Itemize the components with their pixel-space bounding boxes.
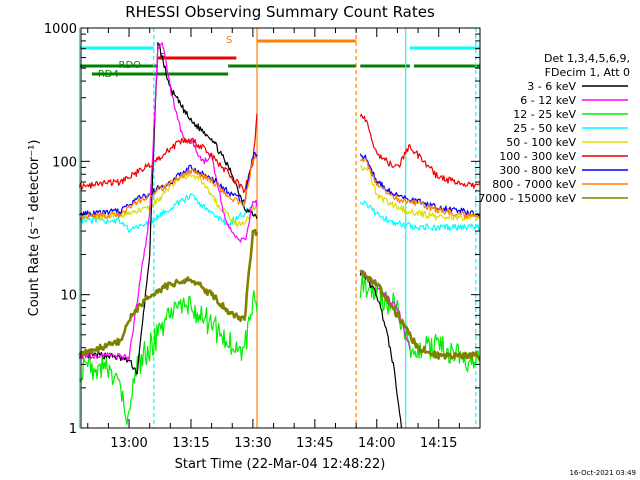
legend-label-50-100-kev: 50 - 100 keV: [506, 136, 576, 149]
series-line-100-300-kev: [78, 113, 481, 193]
y-tick-label: 1: [69, 422, 77, 437]
x-tick-label: 13:00: [110, 436, 147, 451]
x-axis: 13:00 13:15 13:30 13:45 14:00 14:15: [87, 28, 481, 451]
y-tick-label: 100: [52, 155, 77, 170]
chart-title: RHESSI Observing Summary Count Rates: [125, 3, 435, 21]
y-axis: 1 10 100 1000: [44, 22, 480, 437]
legend-header-0: Det 1,3,4,5,6,9,: [544, 52, 630, 65]
series-line-300-800-kev: [79, 151, 481, 217]
legend-label-800-7000-kev: 800 - 7000 keV: [492, 178, 576, 191]
legend-header-1: FDecim 1, Att 0: [545, 66, 630, 79]
vertical-markers: [78, 28, 477, 428]
legend-label-12-25-kev: 12 - 25 keV: [513, 108, 576, 121]
x-tick-label: 14:15: [420, 436, 457, 451]
legend-label-25-50-kev: 25 - 50 keV: [513, 122, 576, 135]
series-layer: [78, 42, 481, 429]
legend-label-7000-15000-kev: 7000 - 15000 keV: [478, 192, 576, 205]
x-axis-label: Start Time (22-Mar-04 12:48:22): [175, 457, 386, 472]
series-line-800-7000-kev: [79, 155, 481, 220]
legend: Det 1,3,4,5,6,9,FDecim 1, Att 03 - 6 keV…: [478, 52, 630, 205]
legend-label-100-300-kev: 100 - 300 keV: [499, 150, 576, 163]
y-tick-label: 1000: [44, 22, 77, 37]
series-line-7000-15000-kev: [78, 228, 481, 361]
legend-label-300-800-kev: 300 - 800 keV: [499, 164, 576, 177]
x-tick-label: 13:15: [172, 436, 209, 451]
x-tick-label: 14:00: [358, 436, 395, 451]
series-line-3-6-kev: [78, 42, 403, 429]
state-bar-label-s: S: [226, 35, 232, 46]
legend-label-3-6-kev: 3 - 6 keV: [527, 80, 576, 93]
state-bar-label-rd4: RD4: [98, 69, 119, 80]
y-axis-label: Count Rate (s⁻¹ detector⁻¹): [27, 140, 42, 317]
plot-frame: [80, 27, 481, 429]
legend-label-6-12-kev: 6 - 12 keV: [520, 94, 576, 107]
x-tick-label: 13:45: [296, 436, 333, 451]
y-tick-label: 10: [60, 289, 77, 304]
footer-date: 16-Oct-2021 03:49: [570, 469, 636, 477]
x-tick-label: 13:30: [234, 436, 271, 451]
state-bar-label-rdo: RDO: [119, 60, 142, 71]
